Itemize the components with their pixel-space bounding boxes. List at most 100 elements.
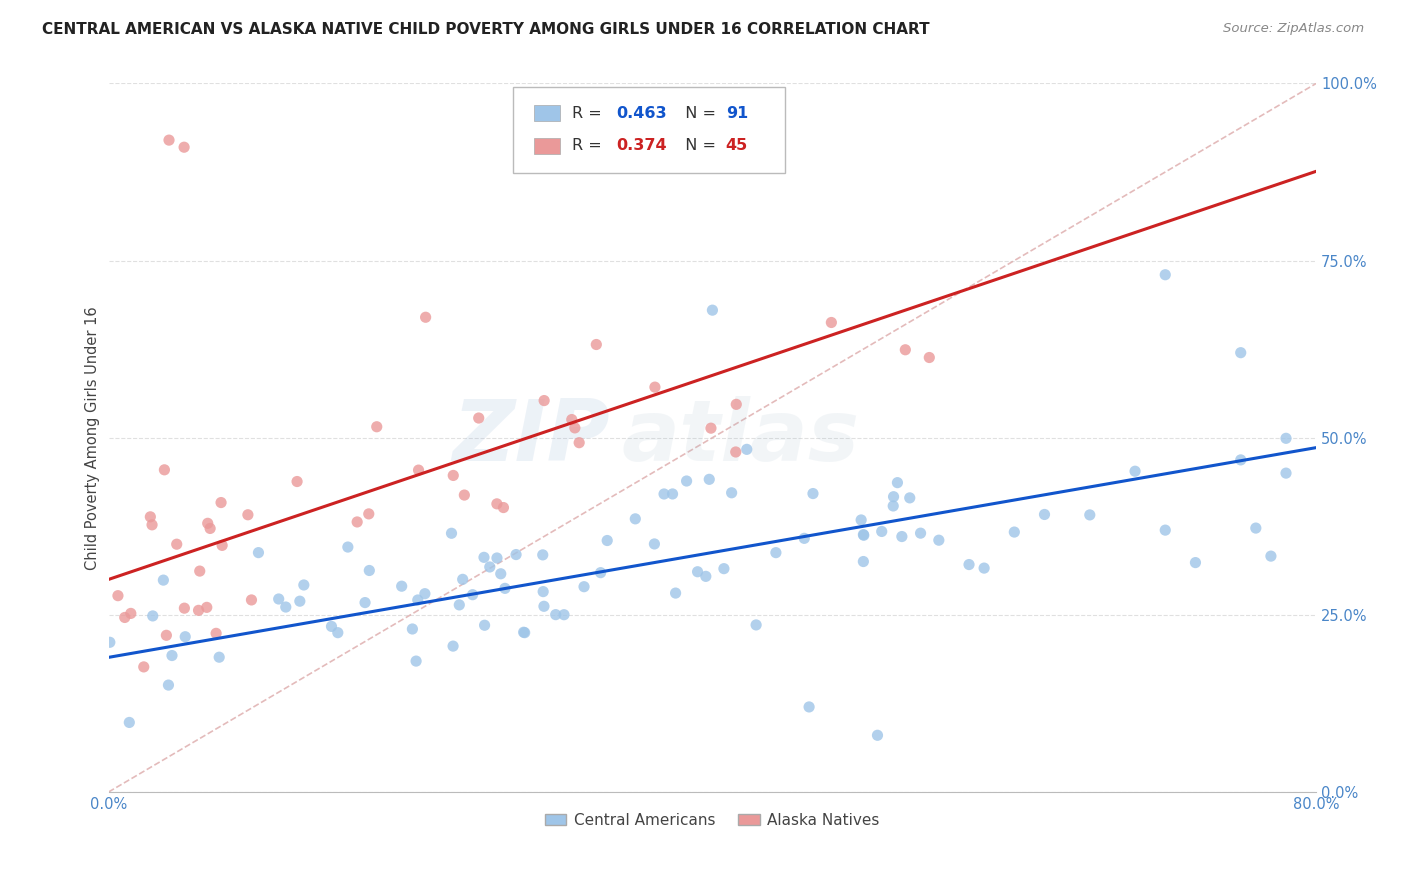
Text: N =: N = bbox=[675, 105, 721, 120]
Point bbox=[675, 474, 697, 488]
Point bbox=[406, 593, 429, 607]
Point bbox=[346, 515, 368, 529]
Point bbox=[401, 622, 423, 636]
Point bbox=[132, 660, 155, 674]
Point bbox=[735, 442, 758, 457]
Point bbox=[852, 528, 875, 542]
Point bbox=[198, 521, 221, 535]
Point bbox=[700, 421, 723, 435]
Point bbox=[285, 475, 308, 489]
Point bbox=[415, 310, 437, 325]
Point bbox=[512, 625, 534, 640]
Point bbox=[208, 650, 231, 665]
Point bbox=[505, 548, 527, 562]
Point bbox=[910, 526, 932, 541]
Point bbox=[973, 561, 995, 575]
Point bbox=[585, 337, 607, 351]
Text: R =: R = bbox=[572, 105, 607, 120]
Point bbox=[139, 509, 162, 524]
Point bbox=[288, 594, 311, 608]
Point bbox=[492, 500, 515, 515]
Point bbox=[801, 486, 824, 500]
Point bbox=[866, 728, 889, 742]
Point bbox=[173, 140, 195, 154]
Point bbox=[326, 625, 349, 640]
Point bbox=[724, 445, 747, 459]
Point bbox=[354, 596, 377, 610]
Point bbox=[852, 527, 875, 541]
Point bbox=[624, 512, 647, 526]
Text: R =: R = bbox=[572, 138, 607, 153]
Point bbox=[357, 507, 380, 521]
Point bbox=[118, 715, 141, 730]
Point bbox=[166, 537, 188, 551]
Point bbox=[197, 516, 219, 531]
Text: ZIP: ZIP bbox=[453, 396, 610, 479]
Point bbox=[359, 564, 381, 578]
Point bbox=[596, 533, 619, 548]
Point bbox=[153, 463, 176, 477]
Point bbox=[155, 628, 177, 642]
Point bbox=[894, 343, 917, 357]
Point bbox=[1275, 431, 1298, 445]
Point bbox=[405, 654, 427, 668]
Point bbox=[494, 582, 516, 596]
Point bbox=[157, 678, 180, 692]
Point bbox=[391, 579, 413, 593]
Point bbox=[890, 529, 912, 543]
Point bbox=[142, 608, 165, 623]
Point bbox=[141, 517, 163, 532]
Point bbox=[240, 593, 263, 607]
Point bbox=[187, 603, 209, 617]
Point bbox=[1184, 556, 1206, 570]
Point bbox=[918, 351, 941, 365]
Point bbox=[553, 607, 575, 622]
Point bbox=[160, 648, 183, 663]
Point bbox=[173, 601, 195, 615]
Point bbox=[489, 566, 512, 581]
Text: 0.374: 0.374 bbox=[616, 138, 666, 153]
Point bbox=[453, 488, 475, 502]
Point bbox=[440, 526, 463, 541]
Point bbox=[107, 589, 129, 603]
Point bbox=[413, 587, 436, 601]
Bar bbox=[534, 105, 560, 121]
Text: atlas: atlas bbox=[621, 396, 860, 479]
Point bbox=[665, 586, 688, 600]
Point bbox=[898, 491, 921, 505]
Point bbox=[209, 495, 232, 509]
Point bbox=[572, 580, 595, 594]
Point bbox=[643, 537, 665, 551]
Legend: Central Americans, Alaska Natives: Central Americans, Alaska Natives bbox=[538, 806, 886, 834]
Point bbox=[1123, 464, 1146, 478]
Point bbox=[485, 551, 508, 566]
Point bbox=[114, 610, 136, 624]
Text: 91: 91 bbox=[725, 105, 748, 120]
Point bbox=[1154, 268, 1177, 282]
Point bbox=[928, 533, 950, 548]
Point bbox=[485, 497, 508, 511]
Point bbox=[765, 546, 787, 560]
Point bbox=[882, 499, 904, 513]
Point bbox=[713, 562, 735, 576]
Point bbox=[1260, 549, 1282, 563]
Point bbox=[1229, 453, 1251, 467]
Point bbox=[1002, 524, 1025, 539]
Point bbox=[513, 625, 536, 640]
Point bbox=[120, 607, 142, 621]
Point bbox=[441, 639, 464, 653]
Point bbox=[211, 538, 233, 552]
Point bbox=[725, 397, 748, 411]
Point bbox=[188, 564, 211, 578]
Y-axis label: Child Poverty Among Girls Under 16: Child Poverty Among Girls Under 16 bbox=[86, 306, 100, 569]
Point bbox=[472, 550, 495, 565]
Point bbox=[1275, 466, 1298, 480]
Point bbox=[247, 546, 270, 560]
Point bbox=[849, 513, 872, 527]
Point bbox=[797, 700, 820, 714]
Point bbox=[366, 419, 388, 434]
Point bbox=[820, 316, 842, 330]
Point bbox=[852, 555, 875, 569]
Text: 45: 45 bbox=[725, 138, 748, 153]
Point bbox=[531, 548, 554, 562]
